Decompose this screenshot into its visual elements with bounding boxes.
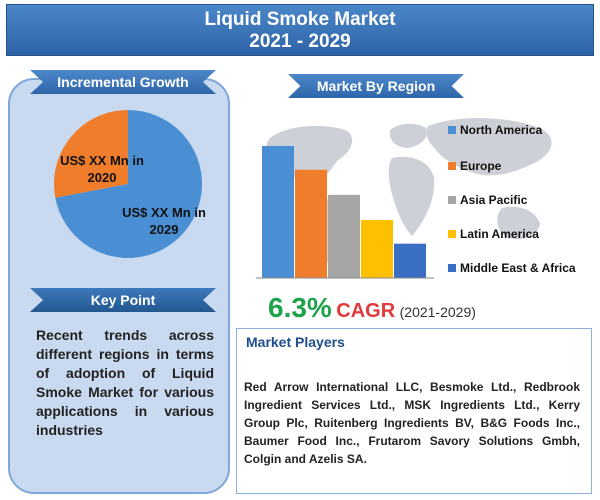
world-map-silhouette xyxy=(266,117,552,264)
legend-swatch xyxy=(448,162,456,170)
legend-swatch xyxy=(448,126,456,134)
market-players-box xyxy=(236,328,592,494)
incremental-growth-pie xyxy=(52,108,204,260)
cagr-line: 6.3% CAGR (2021-2029) xyxy=(268,292,476,324)
bar-europe xyxy=(295,169,327,278)
key-point-heading: Key Point xyxy=(30,288,216,312)
legend-swatch xyxy=(448,230,456,238)
pie-label-2020: US$ XX Mn in 2020 xyxy=(60,153,144,185)
bar-asia-pacific xyxy=(328,194,360,278)
cagr-value: 6.3% xyxy=(268,292,332,323)
pie-label-2029: US$ XX Mn in 2029 xyxy=(122,205,206,237)
pie-slice-2020 xyxy=(53,110,128,198)
bar-latin-america xyxy=(361,219,393,278)
market-players-heading: Market Players xyxy=(246,334,345,350)
title-banner: Liquid Smoke Market 2021 - 2029 xyxy=(6,4,594,56)
key-point-text: Recent trends across different regions i… xyxy=(36,327,214,438)
bar-middle-east-africa xyxy=(394,243,426,278)
legend-label: North America xyxy=(460,123,543,137)
legend-label: Middle East & Africa xyxy=(460,261,576,275)
region-chart: North America Europe Asia Pacific Latin Ame… xyxy=(240,108,600,284)
pie-slice-2029 xyxy=(55,110,202,258)
market-by-region-heading: Market By Region xyxy=(288,74,464,98)
region-bar-svg: North America Europe Asia Pacific Latin Ame… xyxy=(256,117,576,279)
legend-label: Asia Pacific xyxy=(460,193,528,207)
legend-label: Latin America xyxy=(460,227,539,241)
cagr-range: (2021-2029) xyxy=(399,304,476,320)
legend-swatch xyxy=(448,196,456,204)
title-line1: Liquid Smoke Market xyxy=(204,9,396,30)
legend-swatch xyxy=(448,264,456,272)
title-line2: 2021 - 2029 xyxy=(249,31,351,52)
incremental-growth-heading: Incremental Growth xyxy=(30,70,216,94)
legend-label: Europe xyxy=(460,159,502,173)
cagr-word: CAGR xyxy=(336,300,396,322)
pie-svg xyxy=(53,110,202,258)
market-players-text: Red Arrow International LLC, Besmoke Ltd… xyxy=(244,380,580,466)
bar-north-america xyxy=(262,146,294,278)
